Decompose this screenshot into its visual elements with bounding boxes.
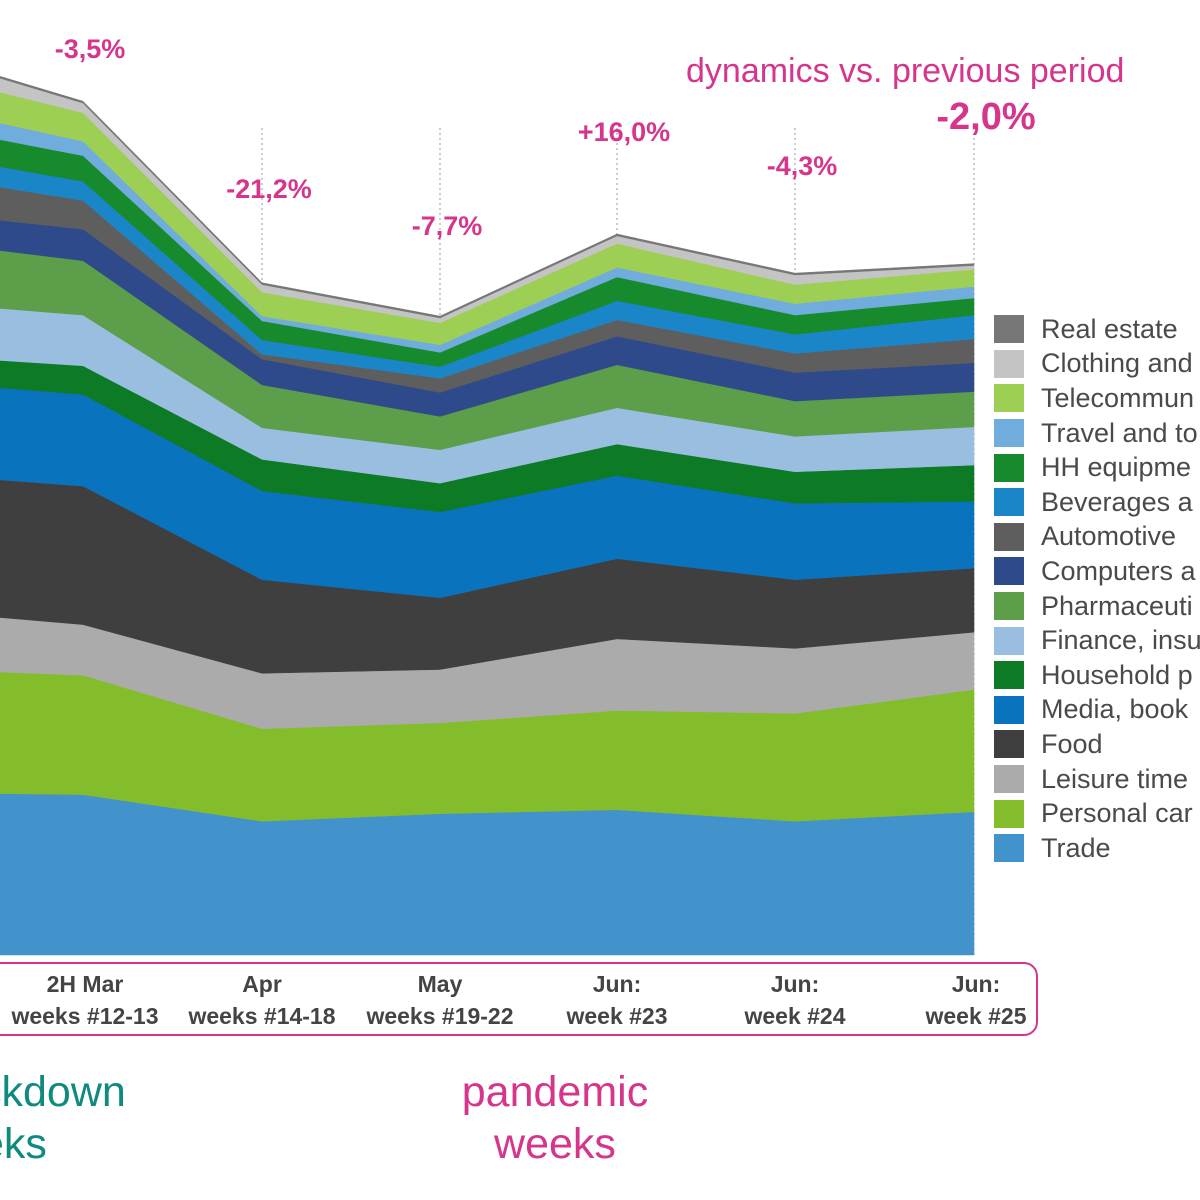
legend-label: Pharmaceuti [1041,590,1193,621]
legend-swatch [994,592,1024,621]
period-change-label-6: -2,0% [936,95,1036,138]
x-axis-label-3: May weeks #19-22 [340,968,540,1032]
x-axis-label-line-1: Jun: [951,971,1001,997]
period-change-label-2: -21,2% [226,173,312,204]
x-axis-label-2: Apr weeks #14-18 [162,968,362,1032]
legend-swatch [994,661,1024,690]
legend-label: Real estate [1041,313,1178,344]
legend-item: Trade [994,831,1200,866]
legend-item: Pharmaceuti [994,589,1200,624]
legend-label: Trade [1041,832,1111,863]
x-axis-label-line-1: Apr [242,971,282,997]
x-axis-label-line-2: weeks #14-18 [188,1003,336,1029]
legend-label: Beverages a [1041,486,1193,517]
x-axis-label-line-2: week #25 [925,1003,1027,1029]
x-axis-label-4: Jun: week #23 [517,968,717,1032]
legend-swatch [994,384,1024,413]
pandemic-label-line-2: weeks [494,1120,616,1168]
legend-swatch [994,419,1024,448]
legend-label: Food [1041,728,1103,759]
x-axis-label-line-1: Jun: [592,971,642,997]
legend-item: Real estate [994,312,1200,347]
period-change-label-5: -4,3% [766,151,838,182]
legend-item: Food [994,727,1200,762]
legend-label: Household p [1041,659,1193,690]
legend-swatch [994,799,1024,828]
lockdown-label-line-1: ckdown [0,1068,126,1116]
pandemic-label-line-1: pandemic [461,1068,649,1116]
legend-item: Media, book [994,693,1200,728]
legend-item: Beverages a [994,485,1200,520]
legend-label: HH equipme [1041,452,1192,483]
legend-swatch [994,522,1024,551]
legend-label: Telecommun [1041,382,1195,413]
period-change-label-3: -7,7% [411,211,483,242]
legend-item: Leisure time [994,762,1200,797]
legend-label: Personal car [1041,798,1193,829]
legend-label: Travel and to [1041,417,1198,448]
x-axis-frame [0,962,1038,1036]
legend-swatch [994,557,1024,586]
x-axis-label-5: Jun: week #24 [695,968,895,1032]
legend-swatch [994,834,1024,863]
legend-swatch [994,453,1024,482]
legend-item: Finance, insu [994,623,1200,658]
period-change-label-1: -3,5% [54,34,126,65]
area-series-group [0,76,975,956]
x-axis-label-line-2: weeks #19-22 [366,1003,514,1029]
x-axis-label-line-2: week #24 [744,1003,846,1029]
legend-item: Personal car [994,796,1200,831]
legend-label: Leisure time [1041,763,1189,794]
legend-item: Travel and to [994,416,1200,451]
legend-swatch [994,695,1024,724]
legend-swatch [994,349,1024,378]
x-axis-label-1: 2H Mar weeks #12-13 [0,968,185,1032]
legend-swatch [994,488,1024,517]
x-axis-label-line-2: week #23 [566,1003,668,1029]
legend-item: Computers a [994,554,1200,589]
legend-label: Automotive [1041,521,1177,552]
pandemic-weeks-label: pandemic weeks [430,1066,680,1170]
chart-subtitle: dynamics vs. previous period [686,52,1125,90]
legend-label: Clothing and [1041,348,1193,379]
legend-swatch [994,315,1024,344]
legend-item: HH equipme [994,450,1200,485]
legend-swatch [994,626,1024,655]
legend: Real estate Clothing and Telecommun Travel … [994,312,1200,866]
x-axis-label-line-2: weeks #12-13 [11,1003,159,1029]
legend-item: Household p [994,658,1200,693]
x-axis-label-line-1: 2H Mar [46,971,124,997]
legend-item: Telecommun [994,381,1200,416]
legend-label: Finance, insu [1041,625,1200,656]
period-change-label-4: +16,0% [577,116,671,147]
legend-item: Automotive [994,520,1200,555]
legend-label: Computers a [1041,555,1196,586]
legend-item: Clothing and [994,347,1200,382]
x-axis-label-line-1: May [417,971,463,997]
x-axis-label-line-1: Jun: [770,971,820,997]
lockdown-label-line-2: eks [0,1120,47,1168]
area-series-real-estate [0,76,975,319]
legend-swatch [994,765,1024,794]
x-axis-label-6: Jun: week #25 [876,968,1076,1032]
legend-swatch [994,730,1024,759]
legend-label: Media, book [1041,694,1189,725]
lockdown-weeks-label: ckdown eks [0,1066,160,1170]
